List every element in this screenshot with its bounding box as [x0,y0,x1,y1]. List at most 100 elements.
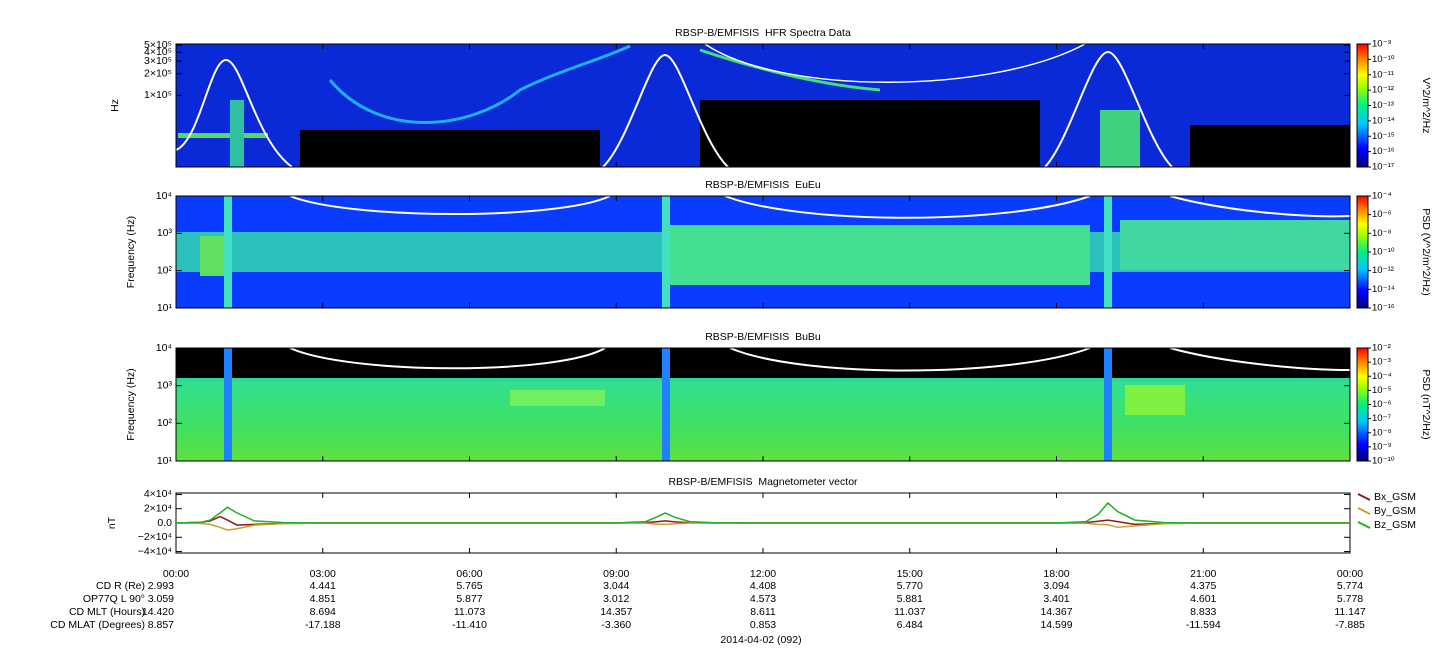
colorbar [1356,195,1369,309]
ephemeris-value: 8.833 [1190,606,1216,618]
x-tick-label: 18:00 [1043,568,1069,580]
x-tick-label: 06:00 [456,568,482,580]
y-tick-label: 10³ [157,379,173,391]
ephemeris-value: 5.770 [897,580,923,592]
ephemeris-value: 8.857 [148,619,174,631]
ephemeris-label: OP77Q L 90° [83,593,145,605]
ephemeris-value: 8.694 [310,606,336,618]
spectrogram-image [510,390,605,406]
panel-title: RBSP-B/EMFISIS Magnetometer vector [668,476,858,488]
colorbar-tick-label: 10⁻⁹ [1372,441,1392,452]
panel-title: RBSP-B/EMFISIS EuEu [705,179,821,191]
colorbar-tick-label: 10⁻⁹ [1372,39,1392,50]
colorbar-tick-label: 10⁻² [1372,343,1391,354]
ephemeris-value: 5.881 [897,593,923,605]
ephemeris-value: 2.993 [148,580,174,592]
y-tick-label: −4×10⁴ [138,545,172,557]
legend-swatch [1357,493,1371,501]
spectrogram-image [300,130,600,167]
colorbar [1356,347,1369,462]
line-series [175,522,1350,531]
y-tick-label: 10¹ [157,455,173,467]
spectrogram-image [289,347,606,370]
spectrogram-image [224,196,232,308]
spectrogram-image [328,44,631,124]
ephemeris-value: 5.765 [456,580,482,592]
ephemeris-value: 11.073 [454,606,485,618]
y-tick-label: 10² [157,264,173,276]
panel-title: RBSP-B/EMFISIS BuBu [705,331,821,343]
spectrogram-image [178,133,268,138]
y-axis-label: nT [106,516,118,529]
x-tick-label: 00:00 [163,568,189,580]
ephemeris-value: 5.877 [456,593,482,605]
ephemeris-value: 11.037 [894,606,925,618]
y-tick-label: 0.0 [157,517,172,529]
colorbar-tick-label: 10⁻⁴ [1372,371,1392,382]
colorbar-tick-label: 10⁻¹³ [1372,100,1394,111]
spectrogram-image [662,348,670,461]
colorbar-tick-label: 10⁻⁶ [1372,399,1392,410]
x-axis-label: 2014-04-02 (092) [720,634,801,646]
legend-swatch [1357,521,1371,529]
spectrogram-image [1044,50,1173,168]
colorbar-tick-label: 10⁻¹¹ [1372,69,1394,80]
y-tick-label: 10³ [157,227,173,239]
colorbar-tick-label: 10⁻⁸ [1372,427,1392,438]
spectrogram-image [289,195,611,215]
ephemeris-value: 14.420 [142,606,174,618]
spectrogram-image [1104,348,1112,461]
spectrogram-image [704,43,1086,83]
ephemeris-label: CD MLT (Hours) [69,606,145,618]
panel-title: RBSP-B/EMFISIS HFR Spectra Data [675,27,851,39]
y-tick-label: 3×10⁵ [144,55,172,67]
colorbar-tick-label: 10⁻¹⁶ [1372,146,1395,157]
ephemeris-value: 3.401 [1043,593,1069,605]
ephemeris-label: CD MLAT (Degrees) [50,619,145,631]
ephemeris-value: 4.375 [1190,580,1216,592]
ephemeris-value: -3.360 [601,619,631,631]
legend-label: Bz_GSM [1374,519,1416,531]
spectrogram-image [175,58,293,168]
y-tick-label: 4×10⁴ [144,488,172,500]
ephemeris-value: 3.059 [148,593,174,605]
y-tick-label: 10² [157,417,173,429]
y-tick-label: 2×10⁵ [144,68,172,80]
colorbar-tick-label: 10⁻⁴ [1372,191,1392,202]
y-tick-label: 10⁴ [156,342,172,354]
x-tick-label: 12:00 [750,568,776,580]
colorbar-label: PSD (V^2/m^2/Hz) [1420,208,1432,295]
spectrogram-image [699,48,881,92]
legend-label: By_GSM [1374,505,1416,517]
legend-label: Bx_GSM [1374,491,1416,503]
legend-swatch [1357,507,1371,515]
ephemeris-value: 3.094 [1043,580,1069,592]
line-series [175,501,1350,524]
spectrogram-image [230,100,244,167]
ephemeris-value: 3.044 [603,580,629,592]
spectrogram-image [1190,125,1350,167]
y-tick-label: 10¹ [157,302,173,314]
colorbar-tick-label: 10⁻³ [1372,357,1391,368]
spectrogram-image [224,348,232,461]
spectrogram-image [1104,196,1112,308]
colorbar-tick-label: 10⁻¹⁷ [1372,162,1395,173]
colorbar-tick-label: 10⁻¹⁴ [1372,115,1395,126]
spectrogram-image [1169,195,1351,218]
ephemeris-value: 5.778 [1337,593,1363,605]
ephemeris-value: 4.408 [750,580,776,592]
colorbar-tick-label: 10⁻¹⁰ [1372,247,1395,258]
colorbar-tick-label: 10⁻¹⁴ [1372,284,1395,295]
y-tick-label: −2×10⁴ [138,531,172,543]
ephemeris-value: 6.484 [897,619,923,631]
y-tick-label: 2×10⁴ [144,502,172,514]
ephemeris-value: 0.853 [750,619,776,631]
spectrogram-image [662,196,670,308]
x-tick-label: 15:00 [897,568,923,580]
ephemeris-value: -11.594 [1186,619,1221,631]
colorbar-label: PSD (nT^2/Hz) [1420,369,1432,439]
colorbar-tick-label: 10⁻¹² [1372,265,1394,276]
y-axis-label: Hz [109,99,121,112]
